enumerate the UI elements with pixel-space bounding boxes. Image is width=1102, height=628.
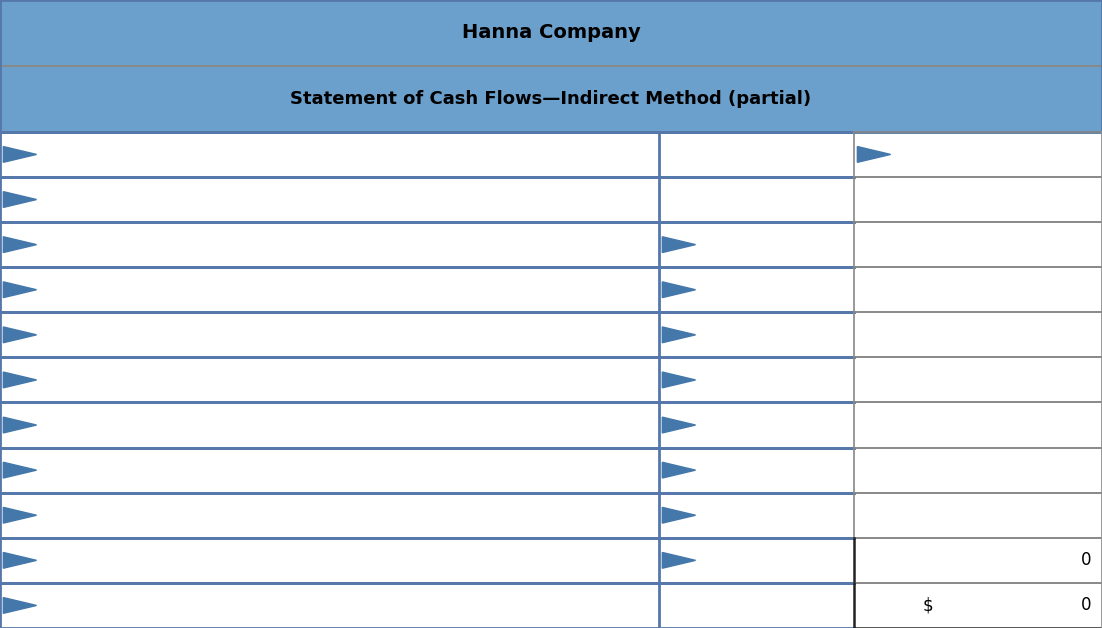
Text: Hanna Company: Hanna Company bbox=[462, 23, 640, 43]
Bar bbox=[854, 403, 1102, 448]
Bar bbox=[659, 267, 854, 312]
Bar bbox=[854, 312, 1102, 357]
Bar bbox=[0, 222, 659, 267]
Polygon shape bbox=[662, 327, 695, 343]
Polygon shape bbox=[3, 553, 36, 568]
Polygon shape bbox=[662, 553, 695, 568]
Bar bbox=[854, 583, 1102, 628]
Polygon shape bbox=[3, 146, 36, 162]
Polygon shape bbox=[3, 417, 36, 433]
Polygon shape bbox=[3, 507, 36, 523]
Polygon shape bbox=[3, 462, 36, 478]
Bar bbox=[659, 403, 854, 448]
Text: $: $ bbox=[923, 597, 933, 614]
Bar bbox=[854, 177, 1102, 222]
Bar bbox=[659, 132, 854, 177]
Bar bbox=[659, 177, 854, 222]
Bar bbox=[854, 493, 1102, 538]
Bar bbox=[854, 538, 1102, 583]
Polygon shape bbox=[662, 372, 695, 388]
Bar bbox=[0, 66, 1102, 132]
Bar bbox=[0, 312, 659, 357]
Polygon shape bbox=[3, 282, 36, 298]
Bar bbox=[659, 222, 854, 267]
Bar bbox=[854, 267, 1102, 312]
Polygon shape bbox=[3, 598, 36, 614]
Polygon shape bbox=[3, 327, 36, 343]
Bar bbox=[659, 583, 854, 628]
Bar bbox=[659, 357, 854, 403]
Polygon shape bbox=[662, 417, 695, 433]
Polygon shape bbox=[3, 192, 36, 207]
Polygon shape bbox=[662, 507, 695, 523]
Bar bbox=[854, 222, 1102, 267]
Bar bbox=[659, 493, 854, 538]
Text: 0: 0 bbox=[1080, 551, 1091, 570]
Bar bbox=[0, 132, 659, 177]
Bar bbox=[0, 403, 659, 448]
Polygon shape bbox=[662, 237, 695, 252]
Polygon shape bbox=[662, 462, 695, 478]
Bar bbox=[659, 538, 854, 583]
Polygon shape bbox=[3, 237, 36, 252]
Bar bbox=[854, 132, 1102, 177]
Bar bbox=[0, 448, 659, 493]
Bar bbox=[0, 583, 659, 628]
Bar bbox=[0, 538, 659, 583]
Polygon shape bbox=[3, 372, 36, 388]
Text: Statement of Cash Flows—Indirect Method (partial): Statement of Cash Flows—Indirect Method … bbox=[291, 90, 811, 108]
Bar bbox=[0, 177, 659, 222]
Bar bbox=[0, 357, 659, 403]
Bar bbox=[659, 312, 854, 357]
Bar bbox=[0, 493, 659, 538]
Bar bbox=[854, 357, 1102, 403]
Bar bbox=[0, 267, 659, 312]
Bar bbox=[0, 0, 1102, 66]
Bar bbox=[854, 448, 1102, 493]
Polygon shape bbox=[857, 146, 890, 162]
Bar bbox=[659, 448, 854, 493]
Polygon shape bbox=[662, 282, 695, 298]
Text: 0: 0 bbox=[1080, 597, 1091, 614]
